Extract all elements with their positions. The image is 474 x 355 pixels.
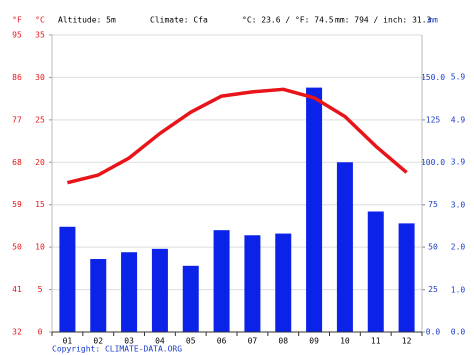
inchticks-label: 2.0 [451,243,466,252]
bar [275,233,292,332]
f-unit: °F [12,16,22,25]
bar [121,252,138,332]
y2ticks-label: 75 [428,200,438,209]
yticks-label: 20 [35,158,45,167]
copyright: Copyright: CLIMATE-DATA.ORG [52,345,182,354]
inchticks-label: 3.9 [451,158,466,167]
x-tick-label: 08 [278,337,288,346]
y2ticks-label: 25 [428,285,438,294]
inchticks-label: 3.0 [451,200,466,209]
c-unit: °C [35,16,45,25]
y2ticks-label: 0.0 [426,328,441,337]
altitude: Altitude: 5m [58,16,116,25]
yticks-label: 10 [35,243,45,252]
inchticks-label: 4.9 [451,115,466,124]
bar [367,211,384,332]
yticks-label: 35 [35,31,45,40]
x-tick-label: 02 [93,337,103,346]
bar [213,230,230,332]
inchticks-label: 1.0 [451,285,466,294]
x-tick-label: 09 [309,337,319,346]
bar [59,226,76,332]
temperature-line [66,87,408,185]
x-tick-label: 03 [124,337,134,346]
climate: Climate: Cfa [150,16,208,25]
mm-unit: mm [428,16,438,25]
yticks-label: 5 [38,285,43,294]
yticks-label: 25 [35,115,45,124]
inchticks-label: 5.9 [451,73,466,82]
fticks-label: 41 [12,285,22,294]
fticks-label: 68 [12,158,22,167]
fticks-label: 59 [12,200,22,209]
bar [398,223,415,332]
x-tick-label: 01 [63,337,73,346]
inchticks-label: 0.0 [451,328,466,337]
x-tick-label: 12 [402,337,412,346]
x-tick-label: 04 [155,337,165,346]
x-tick-label: 05 [186,337,196,346]
x-tick-label: 07 [248,337,258,346]
fticks-label: 86 [12,73,22,82]
bar [90,259,107,332]
x-tick-label: 06 [217,337,227,346]
y2ticks-label: 100.0 [421,158,445,167]
fticks-label: 32 [12,328,22,337]
y2ticks-label: 50 [428,243,438,252]
temperature-summary: °C: 23.6 / °F: 74.5 [242,16,334,25]
x-tick-label: 11 [371,337,381,346]
yticks-label: 0 [38,328,43,337]
x-tick-label: 10 [340,337,350,346]
y2ticks-label: 150.0 [421,73,445,82]
fticks-label: 95 [12,31,22,40]
yticks-label: 15 [35,200,45,209]
precipitation-summary: mm: 794 / inch: 31.3 [335,16,432,25]
bar [306,87,323,333]
y2ticks-label: 125 [426,115,441,124]
bar [244,235,261,332]
fticks-label: 50 [12,243,22,252]
bar [336,162,353,332]
fticks-label: 77 [12,115,22,124]
yticks-label: 30 [35,73,45,82]
bar [151,248,168,332]
bar [182,265,199,332]
